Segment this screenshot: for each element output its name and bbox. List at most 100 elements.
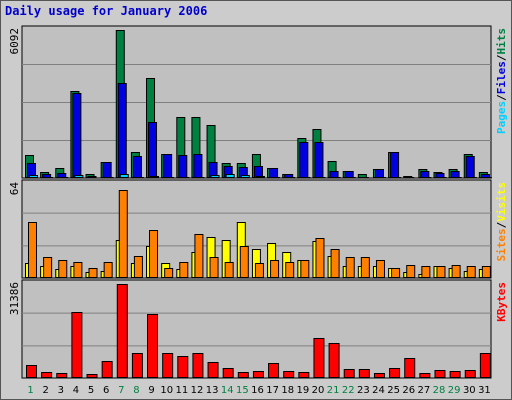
bar-kbytes-day-21: [328, 343, 340, 378]
bar-kbytes-day-17: [268, 363, 280, 378]
x-tick-day-8: 8: [133, 385, 139, 396]
x-tick-day-4: 4: [73, 385, 79, 396]
bar-kbytes-day-1: [26, 365, 37, 378]
bar-kbytes-day-3: [56, 373, 68, 378]
legend-hits: Hits: [495, 28, 508, 55]
bar-sites-day-6: [103, 262, 113, 278]
bar-kbytes-day-29: [449, 371, 461, 378]
bar-files-day-10: [163, 154, 173, 178]
x-tick-day-27: 27: [418, 385, 431, 396]
x-tick-day-17: 17: [266, 385, 279, 396]
bar-kbytes-day-16: [252, 371, 264, 378]
bar-kbytes-day-20: [313, 338, 325, 378]
x-tick-day-5: 5: [88, 385, 94, 396]
bar-kbytes-day-31: [479, 353, 491, 378]
bar-pages-day-10: [165, 177, 175, 179]
bar-files-day-25: [390, 152, 400, 178]
x-tick-day-26: 26: [402, 385, 415, 396]
bar-pages-day-1: [29, 175, 38, 178]
bar-files-day-8: [132, 156, 142, 178]
x-tick-day-24: 24: [372, 385, 385, 396]
bar-files-day-9: [148, 122, 158, 178]
bar-sites-day-28: [436, 266, 446, 278]
bar-files-day-24: [374, 169, 384, 178]
bar-sites-day-18: [285, 262, 295, 278]
x-tick-day-23: 23: [357, 385, 370, 396]
bar-sites-day-1: [28, 222, 37, 278]
bar-kbytes-day-2: [41, 372, 53, 378]
bar-sites-day-13: [209, 257, 219, 278]
bar-sites-day-2: [43, 257, 53, 278]
x-tick-day-22: 22: [342, 385, 355, 396]
bar-sites-day-12: [194, 234, 204, 278]
bar-files-day-6: [102, 162, 112, 178]
x-tick-day-28: 28: [433, 385, 446, 396]
bar-files-day-28: [435, 173, 445, 178]
y-max-label: 64: [8, 182, 21, 196]
bar-pages-day-9: [150, 176, 160, 178]
bar-sites-day-7: [118, 190, 128, 278]
bar-sites-day-15: [239, 246, 249, 278]
bar-sites-day-23: [360, 257, 370, 278]
y-max-label: 31386: [8, 282, 21, 315]
bar-files-day-29: [450, 171, 460, 178]
bar-sites-day-30: [466, 266, 476, 278]
bar-files-day-19: [299, 142, 309, 178]
bar-kbytes-day-18: [283, 371, 295, 378]
y-max-label: 6092: [8, 28, 21, 55]
bar-sites-day-14: [224, 262, 234, 278]
bar-pages-day-14: [225, 174, 235, 178]
x-tick-day-3: 3: [58, 385, 64, 396]
legend-sites: Sites: [495, 228, 508, 261]
bar-pages-day-2: [44, 177, 54, 179]
bar-kbytes-day-7: [116, 284, 128, 378]
bar-pages-day-12: [195, 177, 205, 179]
bar-files-day-5: [87, 176, 97, 178]
bar-files-day-22: [344, 171, 354, 178]
bar-sites-day-19: [300, 260, 310, 278]
bar-files-day-16: [253, 166, 263, 178]
bar-pages-day-13: [210, 175, 220, 178]
bar-files-day-20: [314, 142, 324, 178]
x-tick-day-20: 20: [312, 385, 325, 396]
x-tick-day-14: 14: [221, 385, 234, 396]
bar-kbytes-day-14: [222, 368, 234, 378]
bar-pages-day-30: [467, 177, 477, 179]
bar-sites-day-10: [164, 268, 174, 278]
bar-files-day-21: [329, 171, 339, 178]
bar-pages-day-31: [482, 177, 492, 179]
bar-sites-day-8: [133, 256, 143, 278]
bar-pages-day-16: [255, 176, 265, 178]
legend-separator: /: [495, 94, 508, 101]
bar-pages-day-4: [74, 175, 84, 178]
x-tick-day-6: 6: [103, 385, 109, 396]
x-tick-day-15: 15: [236, 385, 249, 396]
bar-kbytes-day-25: [389, 368, 401, 378]
bar-files-day-11: [178, 155, 188, 178]
bar-kbytes-day-10: [162, 353, 174, 378]
bar-sites-day-25: [391, 268, 401, 278]
bar-kbytes-day-4: [71, 312, 83, 378]
bar-files-day-12: [193, 154, 203, 178]
bar-files-day-30: [465, 156, 475, 178]
legend-visits: Visits: [495, 182, 508, 222]
bar-files-day-27: [420, 171, 430, 178]
x-tick-day-21: 21: [327, 385, 340, 396]
bar-sites-day-4: [73, 262, 83, 278]
bar-kbytes-day-22: [343, 369, 355, 378]
bar-files-day-3: [57, 173, 67, 178]
bar-pages-day-29: [452, 177, 462, 179]
chart-title: Daily usage for January 2006: [5, 4, 208, 18]
bar-sites-day-21: [330, 249, 340, 278]
legend-pages: Pages: [495, 101, 508, 134]
bar-kbytes-day-6: [101, 361, 113, 378]
bar-kbytes-day-26: [404, 358, 416, 378]
bar-kbytes-day-27: [419, 373, 431, 378]
bar-pages-day-11: [180, 177, 190, 179]
bar-sites-day-22: [345, 257, 355, 278]
bar-pages-day-25: [392, 177, 402, 179]
bar-sites-day-16: [254, 263, 264, 278]
x-tick-day-12: 12: [191, 385, 204, 396]
bar-files-day-7: [117, 83, 127, 178]
x-tick-day-2: 2: [43, 385, 49, 396]
